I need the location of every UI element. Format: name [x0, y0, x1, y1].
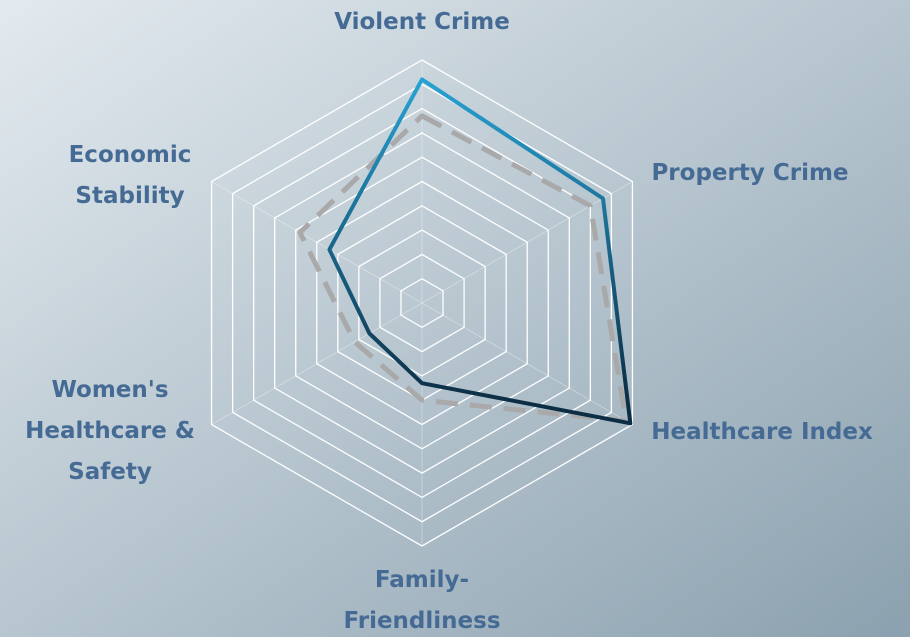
axis-label: Property Crime: [651, 160, 848, 186]
series-line: [327, 77, 633, 426]
axis-label-line: Stability: [75, 183, 184, 209]
axis-label-line: Women's: [51, 377, 168, 403]
spoke: [421, 181, 633, 304]
axis-label-line: Property Crime: [651, 160, 848, 186]
series-line: [297, 113, 629, 424]
axis-label-line: Safety: [68, 459, 152, 485]
axis-label: Family- Friendliness: [343, 567, 500, 634]
axis-label: Violent Crime: [334, 9, 510, 35]
axis-label-line: Family-: [375, 567, 469, 593]
spoke: [211, 302, 423, 425]
axis-label-line: Violent Crime: [334, 9, 510, 35]
axis-label-line: Economic: [69, 142, 192, 168]
axis-label: Economic Stability: [69, 142, 192, 209]
axis-label-line: Friendliness: [343, 608, 500, 634]
spoke: [421, 302, 633, 425]
axis-label: Women's Healthcare & Safety: [25, 377, 195, 485]
axis-label: Healthcare Index: [651, 419, 873, 445]
axis-label-line: Healthcare Index: [651, 419, 873, 445]
axis-label-line: Healthcare &: [25, 418, 195, 444]
spoke: [211, 181, 423, 304]
